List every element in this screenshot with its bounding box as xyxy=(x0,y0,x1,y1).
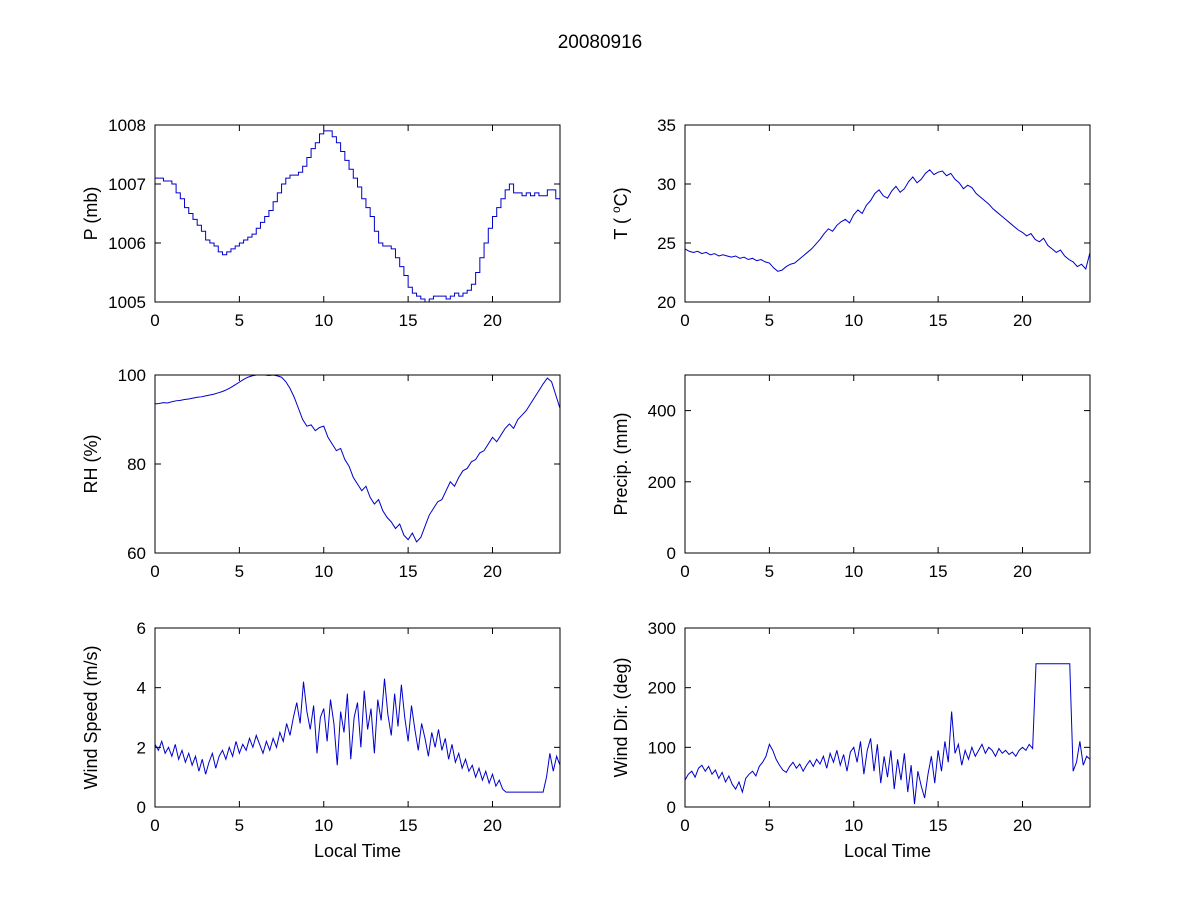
x-tick-label: 20 xyxy=(483,816,502,835)
x-tick-label: 20 xyxy=(483,562,502,581)
y-tick-label: 1008 xyxy=(108,116,146,135)
y-tick-label: 35 xyxy=(657,116,676,135)
subplot-pressure: 0 5 10 15 20 1005 1006 1007 1008 P (mb) xyxy=(81,116,561,330)
x-tick-label: 0 xyxy=(680,311,689,330)
ylabel-wind-speed: Wind Speed (m/s) xyxy=(81,645,101,789)
x-tick-label: 15 xyxy=(929,311,948,330)
y-tick-label: 100 xyxy=(648,738,676,757)
x-tick-label: 10 xyxy=(844,816,863,835)
x-tick-label: 20 xyxy=(1013,311,1032,330)
y-tick-label: 4 xyxy=(137,679,146,698)
y-tick-label: 200 xyxy=(648,679,676,698)
x-tick-label: 10 xyxy=(314,311,333,330)
axes-box xyxy=(154,124,561,303)
axes-box xyxy=(684,124,1091,303)
y-tick-label: 30 xyxy=(657,175,676,194)
y-tick-label: 1005 xyxy=(108,293,146,312)
y-tick-label: 400 xyxy=(648,402,676,421)
x-tick-label: 5 xyxy=(235,562,244,581)
x-tick-label: 15 xyxy=(929,562,948,581)
x-tick-label: 10 xyxy=(844,562,863,581)
y-tick-label: 20 xyxy=(657,293,676,312)
axes-box xyxy=(154,374,561,554)
x-tick-label: 15 xyxy=(929,816,948,835)
y-tick-label: 1007 xyxy=(108,175,146,194)
x-tick-label: 10 xyxy=(314,816,333,835)
wind-speed-line xyxy=(154,678,561,793)
ylabel-wind-direction: Wind Dir. (deg) xyxy=(611,657,631,777)
xlabel-wind-speed: Local Time xyxy=(314,841,401,861)
x-tick-label: 20 xyxy=(1013,562,1032,581)
x-tick-label: 0 xyxy=(150,816,159,835)
y-tick-label: 80 xyxy=(127,455,146,474)
y-tick-label: 300 xyxy=(648,619,676,638)
ylabel-relative-humidity: RH (%) xyxy=(81,435,101,494)
x-tick-label: 20 xyxy=(1013,816,1032,835)
x-tick-label: 5 xyxy=(765,562,774,581)
x-tick-label: 15 xyxy=(399,816,418,835)
y-tick-label: 0 xyxy=(137,798,146,817)
relative-humidity-line xyxy=(154,374,561,543)
axes-box xyxy=(684,374,1091,554)
x-tick-label: 15 xyxy=(399,562,418,581)
subplot-wind-speed: 0 5 10 15 20 0 2 4 6 Wind Speed (m/s) Local Time xyxy=(81,619,561,861)
x-tick-label: 10 xyxy=(314,562,333,581)
subplot-relative-humidity: 0 5 10 15 20 60 80 100 RH (%) xyxy=(81,366,561,581)
y-tick-label: 200 xyxy=(648,473,676,492)
x-tick-label: 5 xyxy=(235,311,244,330)
pressure-line xyxy=(155,130,560,303)
wind-direction-line xyxy=(684,663,1091,805)
x-tick-label: 15 xyxy=(399,311,418,330)
ylabel-temperature: T ( oC) xyxy=(609,187,631,239)
temperature-line xyxy=(684,169,1091,272)
x-tick-label: 5 xyxy=(765,816,774,835)
figure-title: 20080916 xyxy=(557,32,643,53)
y-tick-label: 100 xyxy=(118,366,146,385)
x-tick-label: 10 xyxy=(844,311,863,330)
xlabel-wind-direction: Local Time xyxy=(844,841,931,861)
y-tick-label: 1006 xyxy=(108,234,146,253)
x-tick-label: 20 xyxy=(483,311,502,330)
x-tick-label: 0 xyxy=(150,311,159,330)
y-tick-label: 0 xyxy=(667,544,676,563)
axes-box xyxy=(154,627,561,808)
y-tick-label: 6 xyxy=(137,619,146,638)
x-tick-label: 0 xyxy=(150,562,159,581)
ylabel-pressure: P (mb) xyxy=(81,187,101,241)
x-tick-label: 0 xyxy=(680,562,689,581)
x-tick-label: 5 xyxy=(765,311,774,330)
x-tick-label: 0 xyxy=(680,816,689,835)
ylabel-precipitation: Precip. (mm) xyxy=(611,413,631,516)
x-tick-label: 5 xyxy=(235,816,244,835)
y-tick-label: 25 xyxy=(657,234,676,253)
y-tick-label: 0 xyxy=(667,798,676,817)
subplot-temperature: 0 5 10 15 20 20 25 30 35 T ( oC) xyxy=(609,116,1091,330)
axes-box xyxy=(684,627,1091,808)
y-tick-label: 2 xyxy=(137,738,146,757)
y-tick-label: 60 xyxy=(127,544,146,563)
